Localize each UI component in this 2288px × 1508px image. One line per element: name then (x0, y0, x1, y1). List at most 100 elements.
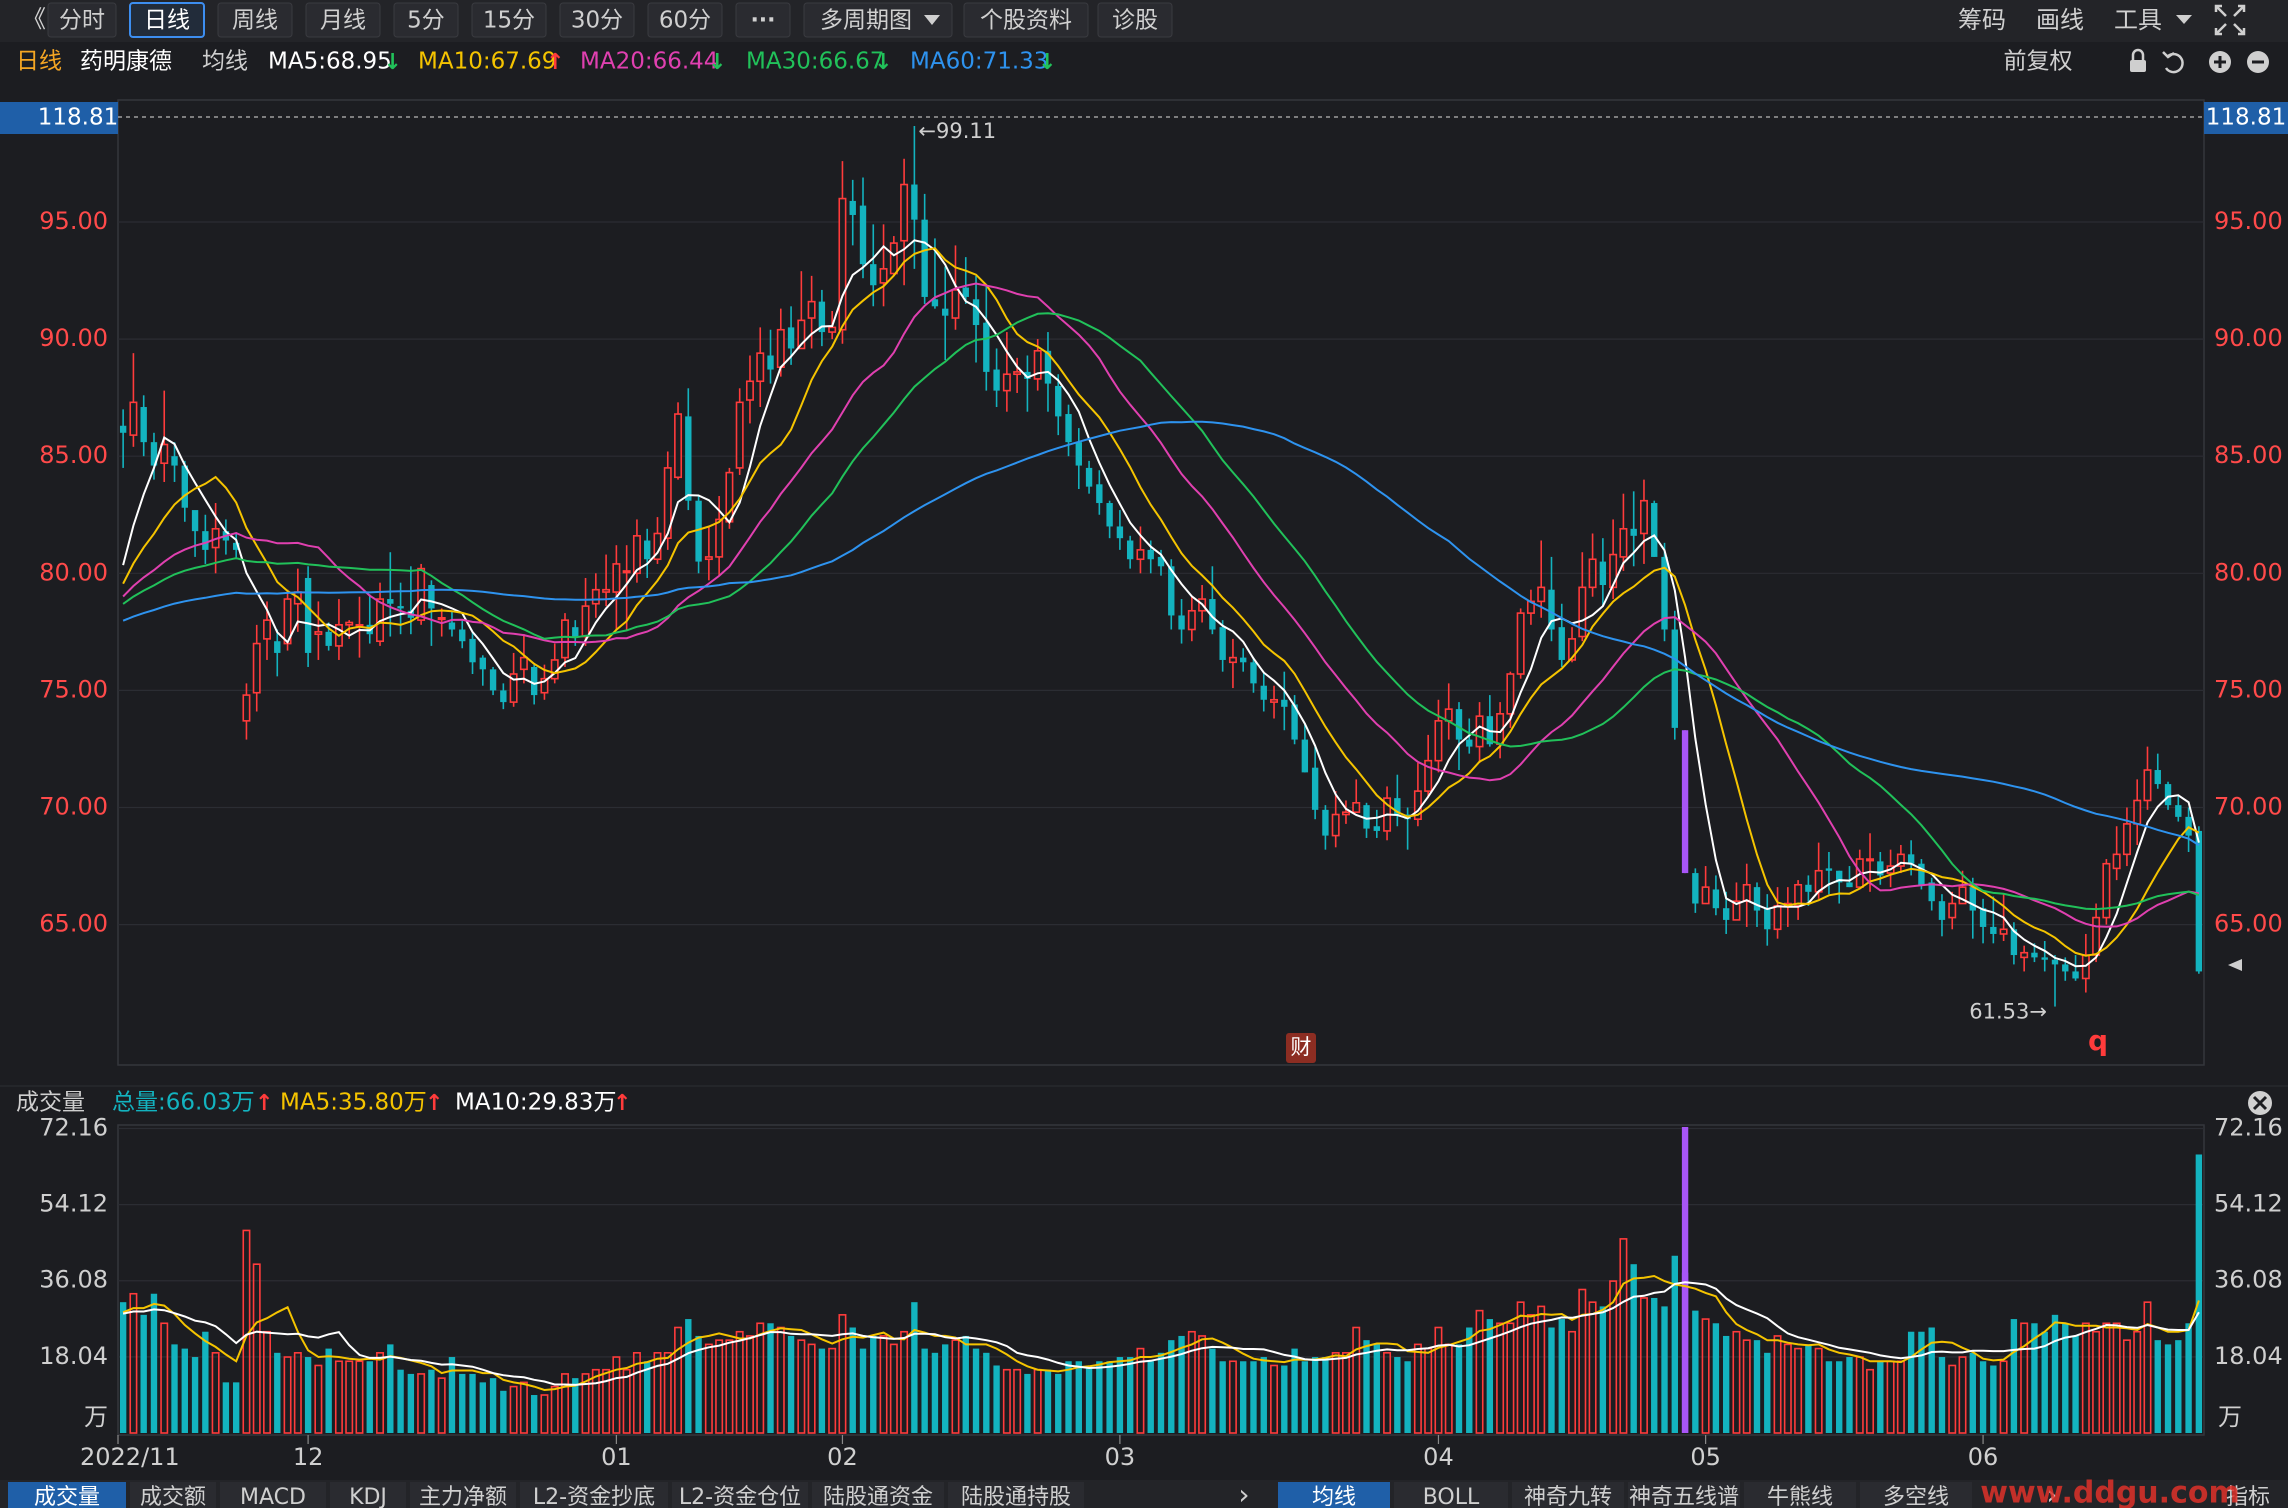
diagnosis-button[interactable] (1097, 2, 1173, 38)
zoom-out-icon[interactable] (2247, 51, 2269, 73)
period-button-3[interactable] (305, 2, 381, 38)
volume-bar (1588, 1301, 1597, 1434)
candle (2143, 769, 2152, 802)
indicator-tab-4[interactable] (410, 1482, 516, 1508)
indicator-tab-label-4[interactable]: 主力净额 (419, 1485, 507, 1508)
period-button-0[interactable] (47, 2, 117, 38)
indicator-tab-1[interactable] (130, 1482, 216, 1508)
candle (900, 183, 909, 242)
close-circle-icon[interactable] (2248, 1091, 2272, 1115)
overlay-tab-4[interactable] (1744, 1482, 1856, 1508)
finance-badge-label[interactable]: 财 (1291, 1035, 1312, 1059)
candle (304, 577, 312, 653)
overlay-tab-3[interactable] (1628, 1482, 1740, 1508)
candle (1291, 704, 1298, 740)
period-button-6[interactable] (559, 2, 635, 38)
indicator-tab-8[interactable] (948, 1482, 1084, 1508)
overlay-tab-label-4[interactable]: 牛熊线 (1767, 1485, 1833, 1508)
overlay-tab-2[interactable] (1512, 1482, 1624, 1508)
overlay-tab-1[interactable] (1394, 1482, 1508, 1508)
volume-bar (1722, 1335, 1730, 1433)
volume-bar (1958, 1356, 1967, 1434)
candle (1609, 553, 1618, 589)
indicator-tab-label-0[interactable]: 成交量 (34, 1485, 100, 1508)
expand-icon[interactable] (2214, 4, 2246, 36)
zoom-in-icon[interactable] (2209, 51, 2231, 73)
candle (1722, 908, 1730, 920)
indicator-tab-label-5[interactable]: L2-资金抄底 (533, 1485, 655, 1508)
candle (870, 264, 877, 286)
chevron-right-icon[interactable]: › (1238, 1478, 1249, 1508)
overlay-tab-0[interactable] (1278, 1482, 1390, 1508)
candle (1341, 811, 1350, 816)
period-button-4[interactable] (393, 2, 459, 38)
candle (140, 407, 147, 443)
overlay-tab-label-0[interactable]: 均线 (1312, 1485, 1356, 1508)
company-info-button[interactable] (963, 2, 1089, 38)
company-info-label[interactable]: 个股资料 (980, 8, 1072, 34)
period-button-7[interactable] (647, 2, 723, 38)
candle (1630, 528, 1637, 536)
indicator-tab-2[interactable] (220, 1482, 326, 1508)
overlay-tab-label-2[interactable]: 神奇九转 (1524, 1485, 1612, 1508)
volume-bar (2081, 1322, 2090, 1434)
lock-icon[interactable] (2130, 48, 2146, 72)
indicator-tab-label-2[interactable]: MACD (240, 1485, 306, 1508)
chevron-right-icon[interactable]: › (2046, 1478, 2057, 1508)
indicator-label[interactable]: 指标 (2226, 1485, 2270, 1508)
volume-bar (972, 1348, 980, 1433)
more-label[interactable]: ··· (750, 8, 775, 33)
period-label-6[interactable]: 30分 (571, 8, 623, 34)
period-label-7[interactable]: 60分 (659, 8, 711, 34)
period-label-1[interactable]: 日线 (144, 8, 190, 34)
draw-button[interactable]: 画线 (2036, 6, 2084, 34)
overlay-tab-label-1[interactable]: BOLL (1423, 1485, 1480, 1508)
volume-bar (540, 1394, 549, 1434)
volume-bar (428, 1369, 435, 1433)
indicator-tab-0[interactable] (8, 1482, 126, 1508)
candle (1764, 908, 1771, 930)
finance-badge[interactable] (1286, 1033, 1316, 1063)
period-label-2[interactable]: 周线 (232, 8, 278, 34)
overlay-tab-label-3[interactable]: 神奇五线谱 (1629, 1485, 1739, 1508)
period-label-4[interactable]: 5分 (407, 8, 445, 34)
indicator-tab-label-3[interactable]: KDJ (349, 1485, 387, 1508)
period-label-0[interactable]: 分时 (59, 8, 105, 34)
double-chevron-left-icon[interactable]: 《 (22, 5, 46, 33)
top-price-right: 118.81 (2206, 105, 2286, 131)
more-button[interactable] (735, 2, 791, 38)
volume-bar (2185, 1323, 2192, 1433)
indicator-tab-3[interactable] (330, 1482, 406, 1508)
candle (314, 631, 323, 635)
adjust-button[interactable]: 前复权 (2004, 49, 2073, 75)
chip-button[interactable]: 筹码 (1958, 6, 2006, 34)
period-label-3[interactable]: 月线 (320, 8, 366, 34)
period-button-5[interactable] (471, 2, 547, 38)
indicator-tab-label-8[interactable]: 陆股通持股 (961, 1485, 1071, 1508)
candle (1958, 886, 1967, 905)
indicator-tab-label-1[interactable]: 成交额 (140, 1485, 206, 1508)
high-marker: ←99.11 (918, 119, 996, 143)
multi-period-button[interactable] (803, 2, 953, 38)
overlay-tab-5[interactable] (1860, 1482, 1972, 1508)
candle (160, 443, 169, 465)
indicator-tab-6[interactable] (672, 1482, 808, 1508)
multi-period-label[interactable]: 多周期图 (820, 8, 912, 34)
diagnosis-label[interactable]: 诊股 (1112, 8, 1158, 34)
period-button-2[interactable] (217, 2, 293, 38)
volume-tick-right: 72.16 (2214, 1113, 2283, 1141)
volume-bar (828, 1347, 837, 1434)
period-label-5[interactable]: 15分 (483, 8, 535, 34)
undo-icon[interactable] (2162, 51, 2184, 74)
period-button-1[interactable] (129, 2, 205, 38)
tools-button[interactable]: 工具 (2114, 6, 2162, 34)
candle (519, 656, 528, 671)
overlay-tab-label-5[interactable]: 多空线 (1883, 1485, 1949, 1508)
volume-bar (1352, 1326, 1361, 1434)
indicator-tab-label-6[interactable]: L2-资金仓位 (679, 1485, 801, 1508)
indicator-tab-label-7[interactable]: 陆股通资金 (823, 1485, 933, 1508)
candle (1363, 805, 1370, 829)
indicator-tab-7[interactable] (812, 1482, 944, 1508)
indicator-tab-5[interactable] (520, 1482, 668, 1508)
